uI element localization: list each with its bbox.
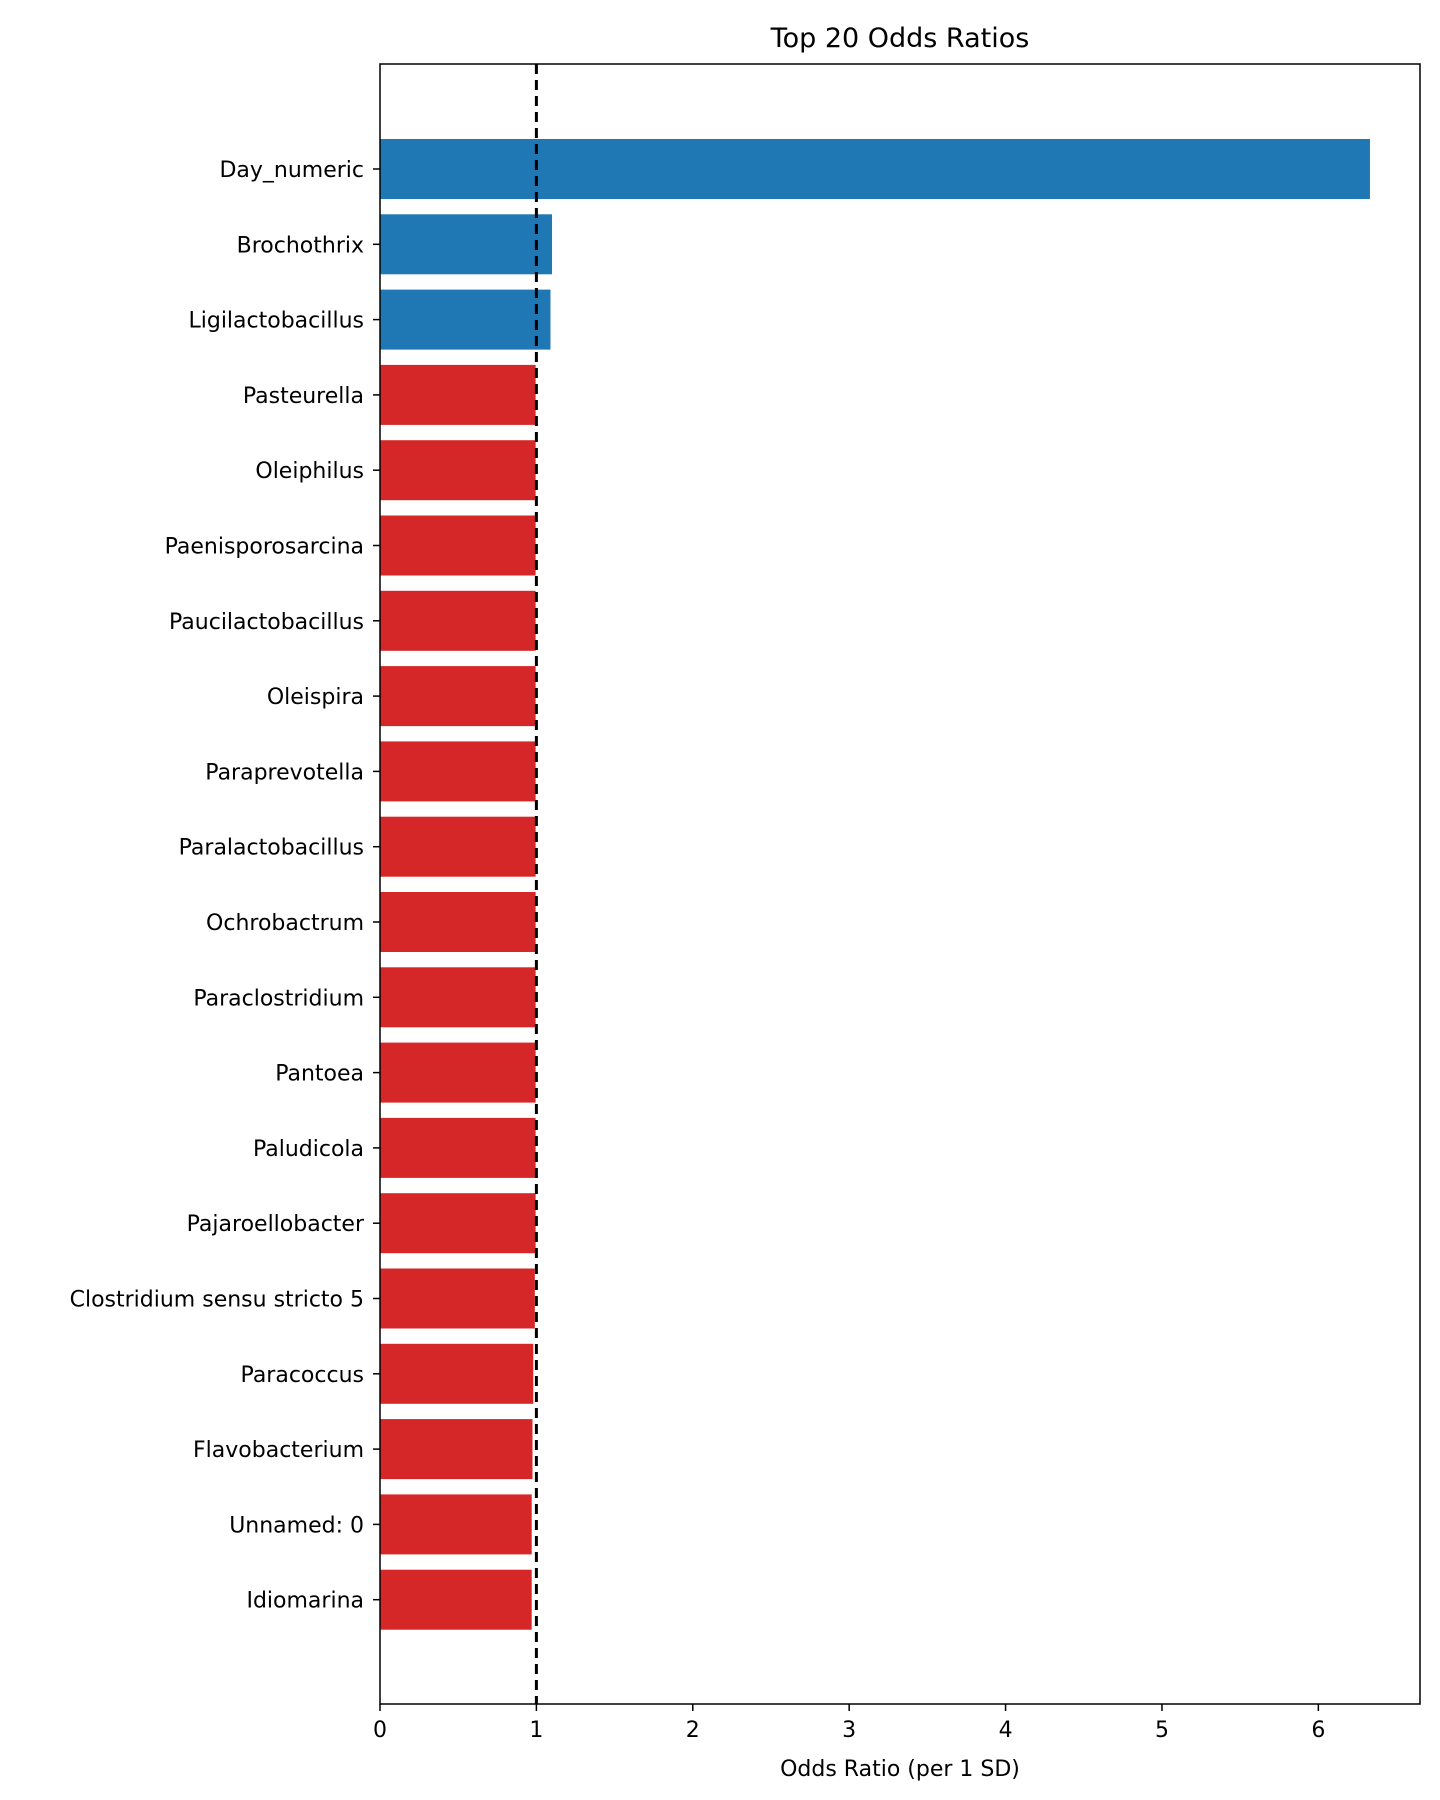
bar-9 — [380, 816, 536, 877]
x-tick-label-5: 5 — [1155, 1718, 1169, 1743]
bar-15 — [380, 1268, 535, 1329]
y-tick-label-1: Brochothrix — [237, 233, 364, 258]
y-tick-label-9: Paralactobacillus — [179, 836, 364, 861]
axes-layer: Day_numeric Brochothrix Ligilactobacillus P… — [70, 63, 1421, 1743]
x-tick-label-4: 4 — [999, 1718, 1013, 1743]
y-tick-label-10: Ochrobactrum — [206, 911, 364, 936]
bar-3 — [380, 364, 536, 425]
bar-12 — [380, 1042, 536, 1103]
y-tick-label-17: Flavobacterium — [193, 1438, 364, 1463]
bar-19 — [380, 1569, 532, 1630]
bar-16 — [380, 1343, 534, 1404]
x-tick-label-2: 2 — [686, 1718, 700, 1743]
y-tick-label-12: Pantoea — [275, 1062, 364, 1087]
y-tick-label-16: Paracoccus — [241, 1363, 364, 1388]
bar-17 — [380, 1419, 533, 1480]
y-tick-label-11: Paraclostridium — [193, 986, 364, 1011]
chart-title: Top 20 Odds Ratios — [770, 23, 1030, 54]
x-axis-label: Odds Ratio (per 1 SD) — [780, 1757, 1020, 1782]
y-tick-label-15: Clostridium sensu stricto 5 — [70, 1288, 364, 1313]
bar-18 — [380, 1494, 532, 1555]
bar-4 — [380, 440, 536, 501]
bar-0 — [380, 139, 1370, 199]
bar-2 — [380, 289, 551, 350]
bar-5 — [380, 515, 536, 576]
bar-11 — [380, 967, 536, 1028]
y-tick-label-18: Unnamed: 0 — [229, 1513, 364, 1538]
bars-layer — [380, 139, 1370, 1630]
y-tick-label-13: Paludicola — [253, 1137, 364, 1162]
bar-8 — [380, 741, 536, 802]
y-tick-label-3: Pasteurella — [243, 384, 364, 409]
x-tick-label-0: 0 — [373, 1718, 387, 1743]
y-tick-label-0: Day_numeric — [219, 158, 364, 183]
bar-14 — [380, 1193, 536, 1254]
bar-1 — [380, 214, 553, 275]
y-tick-label-19: Idiomarina — [246, 1589, 364, 1614]
x-tick-label-1: 1 — [529, 1718, 543, 1743]
x-tick-label-3: 3 — [842, 1718, 856, 1743]
y-tick-label-2: Ligilactobacillus — [188, 309, 364, 334]
x-tick-label-6: 6 — [1311, 1718, 1325, 1743]
plot-frame — [379, 63, 1421, 1705]
bar-7 — [380, 666, 536, 727]
bar-10 — [380, 892, 536, 952]
y-tick-label-14: Pajaroellobacter — [187, 1212, 365, 1237]
y-tick-label-6: Paucilactobacillus — [169, 610, 364, 635]
y-tick-label-4: Oleiphilus — [255, 459, 364, 484]
y-tick-label-8: Paraprevotella — [205, 760, 364, 785]
y-tick-label-7: Oleispira — [267, 685, 364, 710]
bar-6 — [380, 590, 536, 651]
y-tick-label-5: Paenisporosarcina — [165, 535, 364, 560]
bar-13 — [380, 1117, 536, 1178]
